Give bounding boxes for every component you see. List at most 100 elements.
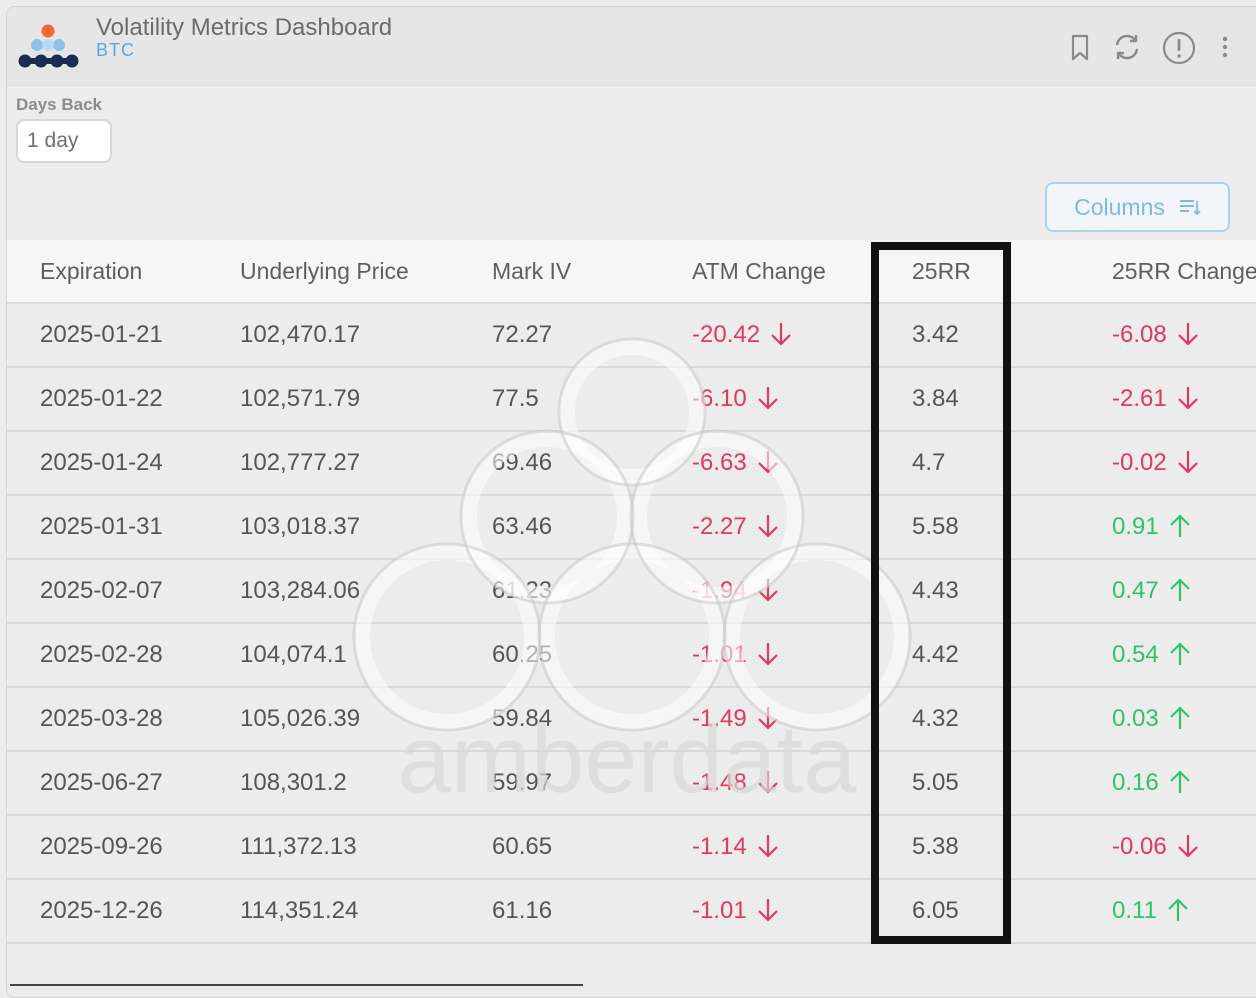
cell-underlying-price: 102,777.27 [240, 449, 361, 476]
cell-atm-change: -6.63 [692, 432, 779, 494]
col-header-expiration[interactable]: Expiration [40, 258, 143, 284]
volatility-table: Expiration Underlying Price Mark IV ATM … [7, 240, 1256, 944]
cell-mark-iv: 61.23 [492, 577, 553, 604]
cell-25rr-change: -2.61 [1112, 368, 1199, 430]
cell-25rr: 5.58 [912, 513, 959, 540]
25rr-change-value: 0.54 [1112, 641, 1159, 668]
table-row[interactable]: 2025-01-24 102,777.27 69.46 -6.63 4.7 -0.02 [7, 432, 1256, 496]
cell-expiration: 2025-01-21 [40, 321, 163, 348]
table-row[interactable]: 2025-01-21 102,470.17 72.27 -20.42 3.42 -6.08 [7, 304, 1256, 368]
col-header-25rr[interactable]: 25RR [912, 258, 971, 284]
col-header-25rr-change[interactable]: 25RR Change [1112, 258, 1256, 284]
more-vertical-icon[interactable] [1217, 31, 1233, 63]
table-body: 2025-01-21 102,470.17 72.27 -20.42 3.42 -6.08… [7, 304, 1256, 944]
table-row[interactable]: 2025-01-31 103,018.37 63.46 -2.27 5.58 0.91 [7, 496, 1256, 560]
atm-change-value: -1.48 [692, 769, 747, 796]
cell-expiration: 2025-01-24 [40, 449, 163, 476]
cell-underlying-price: 104,074.1 [240, 641, 347, 668]
cell-underlying-price: 105,026.39 [240, 705, 361, 732]
columns-button[interactable]: Columns [1045, 182, 1230, 232]
arrow-down-icon [757, 898, 778, 922]
arrow-up-icon [1169, 578, 1190, 601]
days-back-label: Days Back [16, 95, 103, 114]
table-row[interactable]: 2025-02-28 104,074.1 60.25 -1.01 4.42 0.54 [7, 624, 1256, 688]
refresh-icon[interactable] [1111, 31, 1143, 63]
arrow-down-icon [1177, 450, 1198, 474]
atm-change-value: -1.14 [692, 833, 747, 860]
table-row[interactable]: 2025-02-07 103,284.06 61.23 -1.94 4.43 0.47 [7, 560, 1256, 624]
asset-label: BTC [96, 40, 135, 60]
cell-mark-iv: 61.16 [492, 897, 553, 924]
days-back-select[interactable]: 1 day [16, 119, 112, 163]
col-header-mark-iv[interactable]: Mark IV [492, 258, 572, 284]
cell-atm-change: -1.01 [692, 624, 779, 686]
cell-expiration: 2025-02-28 [40, 641, 163, 668]
cell-mark-iv: 72.27 [492, 321, 553, 348]
cell-atm-change: -2.27 [692, 496, 779, 558]
25rr-change-value: -0.02 [1112, 449, 1167, 476]
25rr-change-value: -6.08 [1112, 321, 1167, 348]
cell-25rr-change: 0.54 [1112, 624, 1191, 686]
cell-expiration: 2025-03-28 [40, 705, 163, 732]
atm-change-value: -2.27 [692, 513, 747, 540]
arrow-down-icon [757, 450, 778, 474]
atm-change-value: -6.10 [692, 385, 747, 412]
bookmark-icon[interactable] [1064, 31, 1096, 63]
atm-change-value: -6.63 [692, 449, 747, 476]
cell-mark-iv: 77.5 [492, 385, 539, 412]
cell-expiration: 2025-01-22 [40, 385, 163, 412]
cell-expiration: 2025-01-31 [40, 513, 163, 540]
atm-change-value: -1.01 [692, 641, 747, 668]
25rr-change-value: 0.91 [1112, 513, 1159, 540]
25rr-change-value: 0.03 [1112, 705, 1159, 732]
25rr-change-value: 0.11 [1112, 897, 1157, 924]
25rr-change-value: 0.47 [1112, 577, 1159, 604]
col-header-atm-change[interactable]: ATM Change [692, 258, 826, 284]
table-header: Expiration Underlying Price Mark IV ATM … [7, 240, 1256, 304]
arrow-down-icon [1177, 834, 1198, 858]
atm-change-value: -1.49 [692, 705, 747, 732]
table-row[interactable]: 2025-09-26 111,372.13 60.65 -1.14 5.38 -0.06 [7, 816, 1256, 880]
cell-mark-iv: 59.97 [492, 769, 553, 796]
bottom-scrollbar[interactable] [10, 984, 583, 986]
cell-25rr: 4.43 [912, 577, 959, 604]
cell-underlying-price: 103,018.37 [240, 513, 361, 540]
arrow-down-icon [757, 514, 778, 538]
dashboard-widget: Volatility Metrics Dashboard BTC [6, 6, 1256, 998]
cell-atm-change: -1.14 [692, 816, 779, 878]
cell-25rr: 3.42 [912, 321, 959, 348]
table-row[interactable]: 2025-01-22 102,571.79 77.5 -6.10 3.84 -2.61 [7, 368, 1256, 432]
cell-25rr-change: -0.02 [1112, 432, 1199, 494]
cell-25rr: 5.05 [912, 769, 959, 796]
arrow-down-icon [1177, 322, 1198, 346]
arrow-up-icon [1169, 706, 1190, 729]
cell-mark-iv: 59.84 [492, 705, 553, 732]
info-icon[interactable] [1162, 31, 1196, 65]
arrow-up-icon [1168, 898, 1188, 921]
cell-mark-iv: 63.46 [492, 513, 553, 540]
cell-atm-change: -20.42 [692, 304, 792, 366]
25rr-column-highlight [871, 242, 1011, 944]
25rr-change-value: -0.06 [1112, 833, 1167, 860]
cell-25rr-change: -6.08 [1112, 304, 1199, 366]
table-row[interactable]: 2025-03-28 105,026.39 59.84 -1.49 4.32 0.03 [7, 688, 1256, 752]
cell-mark-iv: 60.25 [492, 641, 553, 668]
cell-expiration: 2025-06-27 [40, 769, 163, 796]
cell-25rr-change: 0.91 [1112, 496, 1191, 558]
arrow-up-icon [1169, 642, 1190, 665]
cell-25rr: 6.05 [912, 897, 959, 924]
cell-mark-iv: 60.65 [492, 833, 553, 860]
cell-underlying-price: 102,470.17 [240, 321, 361, 348]
col-header-underlying-price[interactable]: Underlying Price [240, 258, 409, 284]
cell-underlying-price: 111,372.13 [240, 833, 357, 860]
arrow-down-icon [771, 322, 791, 346]
cell-25rr: 4.32 [912, 705, 959, 732]
cell-25rr: 5.38 [912, 833, 959, 860]
table-row[interactable]: 2025-12-26 114,351.24 61.16 -1.01 6.05 0.11 [7, 880, 1256, 944]
cell-25rr-change: 0.16 [1112, 752, 1191, 814]
table-row[interactable]: 2025-06-27 108,301.2 59.97 -1.48 5.05 0.16 [7, 752, 1256, 816]
cell-atm-change: -1.01 [692, 880, 779, 942]
widget-title: Volatility Metrics Dashboard [96, 14, 393, 41]
arrow-down-icon [757, 834, 778, 858]
cell-atm-change: -1.49 [692, 688, 779, 750]
